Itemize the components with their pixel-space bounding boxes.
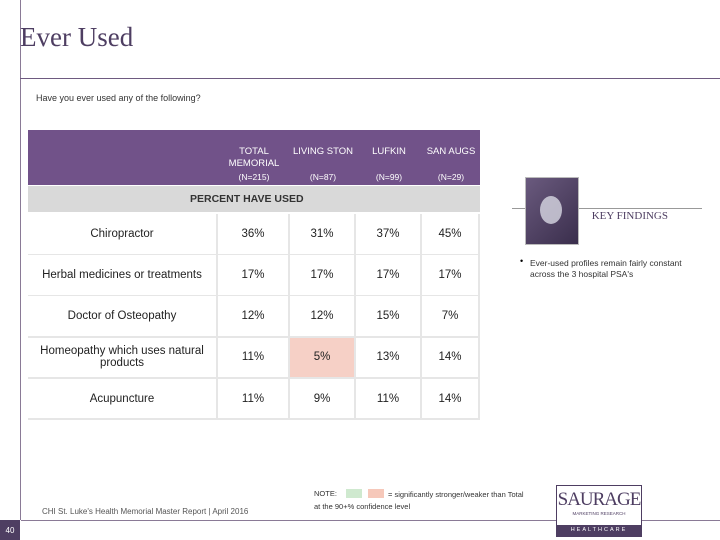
value-cell: 36% — [218, 214, 288, 254]
logo-text: SAURAGE — [557, 489, 642, 510]
column-name: SAN AUGS — [426, 146, 476, 157]
note-text: = significantly stronger/weaker than Tot… — [314, 490, 524, 511]
kf-title: KEY FINDINGS — [591, 210, 668, 222]
value-cell: 11% — [356, 378, 420, 419]
logo-tag: HEALTHCARE — [557, 525, 641, 536]
title: Ever Used — [20, 22, 134, 52]
value-cell: 31% — [290, 214, 354, 254]
value-cell: 9% — [290, 378, 354, 419]
value-cell: 37% — [356, 214, 420, 254]
kf-rule — [512, 208, 702, 209]
logo: SAURAGE MARKETING RESEARCH HEALTHCARE — [556, 485, 642, 537]
value-cell: 5% — [290, 337, 354, 378]
kf-image — [525, 177, 579, 245]
column-n: (N=87) — [309, 172, 337, 182]
column-n: (N=215) — [238, 172, 270, 182]
left-rule — [20, 0, 21, 520]
value-cell: 17% — [218, 255, 288, 295]
column-n: (N=29) — [437, 172, 465, 182]
value-cell: 17% — [356, 255, 420, 295]
value-cell: 12% — [290, 296, 354, 336]
value-cell: 14% — [422, 378, 478, 419]
value-cell: 17% — [290, 255, 354, 295]
row-label: Doctor of Osteopathy — [28, 296, 216, 336]
section-row — [28, 186, 480, 212]
value-cell: 11% — [218, 337, 288, 378]
page-number: 40 — [0, 520, 20, 540]
row-label: Acupuncture — [28, 378, 216, 419]
weaker-swatch — [368, 489, 384, 498]
logo-sub: MARKETING RESEARCH — [572, 511, 626, 516]
source: CHI St. Luke's Health Memorial Master Re… — [42, 507, 249, 516]
value-cell: 15% — [356, 296, 420, 336]
kf-bullet: Ever-used profiles remain fairly constan… — [530, 258, 682, 279]
table-header — [28, 130, 480, 185]
value-cell: 13% — [356, 337, 420, 378]
column-name: LIVING STON — [292, 146, 353, 157]
note-label: NOTE: — [314, 489, 337, 498]
value-cell: 7% — [422, 296, 478, 336]
value-cell: 12% — [218, 296, 288, 336]
column-name: TOTAL MEMORIAL — [228, 146, 280, 169]
row-label: Chiropractor — [28, 214, 216, 254]
column-n: (N=99) — [375, 172, 403, 182]
value-cell: 45% — [422, 214, 478, 254]
section-label: PERCENT HAVE USED — [190, 193, 304, 205]
column-name: LUFKIN — [372, 146, 406, 157]
title-rule — [20, 78, 720, 79]
bottom-rule — [21, 520, 720, 521]
value-cell: 14% — [422, 337, 478, 378]
bullet: • — [520, 256, 524, 266]
value-cell: 11% — [218, 378, 288, 419]
row-label: Herbal medicines or treatments — [28, 255, 216, 295]
row-label: Homeopathy which uses natural products — [28, 337, 216, 378]
value-cell: 17% — [422, 255, 478, 295]
question: Have you ever used any of the following? — [36, 93, 201, 103]
stronger-swatch — [346, 489, 362, 498]
